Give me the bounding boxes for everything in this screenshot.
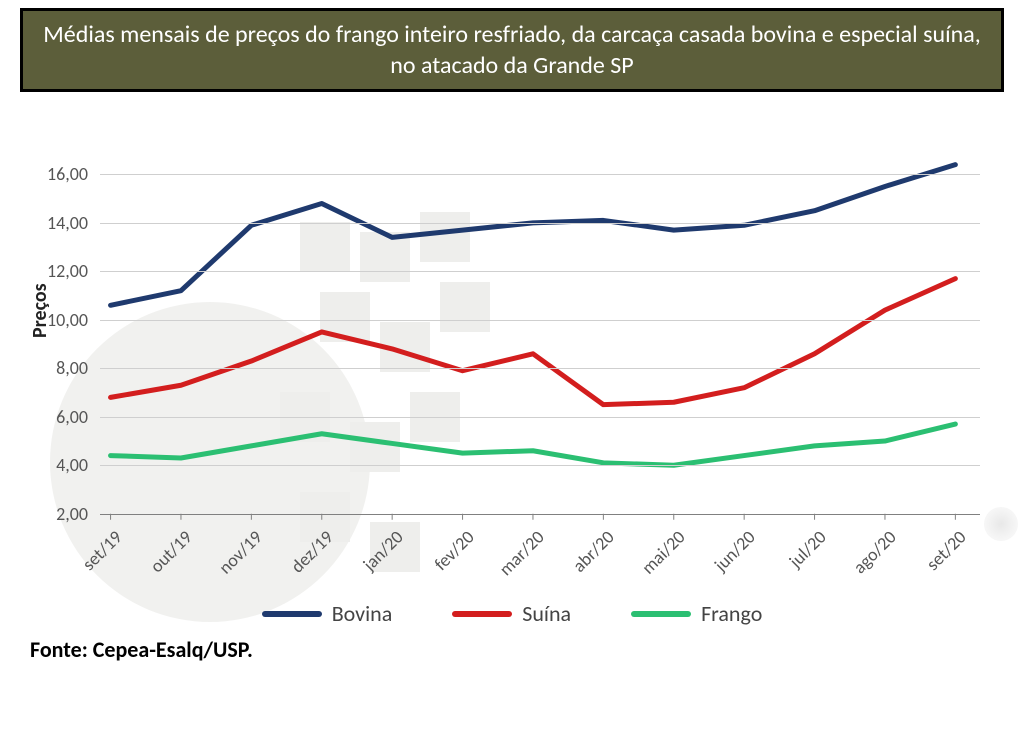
legend-swatch <box>631 611 691 617</box>
legend-swatch <box>262 611 322 617</box>
gridline <box>100 271 980 272</box>
chart-plot-area <box>100 138 980 538</box>
chart-legend: Bovina Suína Frango <box>0 600 1024 627</box>
legend-label: Bovina <box>332 600 393 627</box>
y-tick-label: 16,00 <box>28 163 88 185</box>
chart-title-box: Médias mensais de preços do frango intei… <box>20 8 1004 92</box>
y-tick-label: 6,00 <box>28 406 88 428</box>
gridline <box>100 223 980 224</box>
legend-item-frango: Frango <box>631 600 762 627</box>
gridline <box>100 417 980 418</box>
legend-item-suína: Suína <box>452 600 571 627</box>
gridline <box>100 368 980 369</box>
legend-label: Suína <box>522 600 571 627</box>
series-line-suína <box>111 279 956 405</box>
y-tick-label: 4,00 <box>28 454 88 476</box>
chart-lines-svg <box>100 138 980 538</box>
decorative-dot <box>984 507 1018 541</box>
chart-source: Fonte: Cepea-Esalq/USP. <box>30 636 253 663</box>
series-line-frango <box>111 424 956 465</box>
gridline <box>100 174 980 175</box>
x-axis-line <box>100 514 980 515</box>
legend-swatch <box>452 611 512 617</box>
legend-item-bovina: Bovina <box>262 600 393 627</box>
y-tick-label: 2,00 <box>28 503 88 525</box>
y-tick-label: 12,00 <box>28 260 88 282</box>
y-tick-label: 10,00 <box>28 309 88 331</box>
y-tick-label: 14,00 <box>28 212 88 234</box>
series-line-bovina <box>111 165 956 306</box>
chart-title: Médias mensais de preços do frango intei… <box>39 19 985 81</box>
gridline <box>100 465 980 466</box>
y-tick-label: 8,00 <box>28 357 88 379</box>
gridline <box>100 320 980 321</box>
legend-label: Frango <box>701 600 762 627</box>
